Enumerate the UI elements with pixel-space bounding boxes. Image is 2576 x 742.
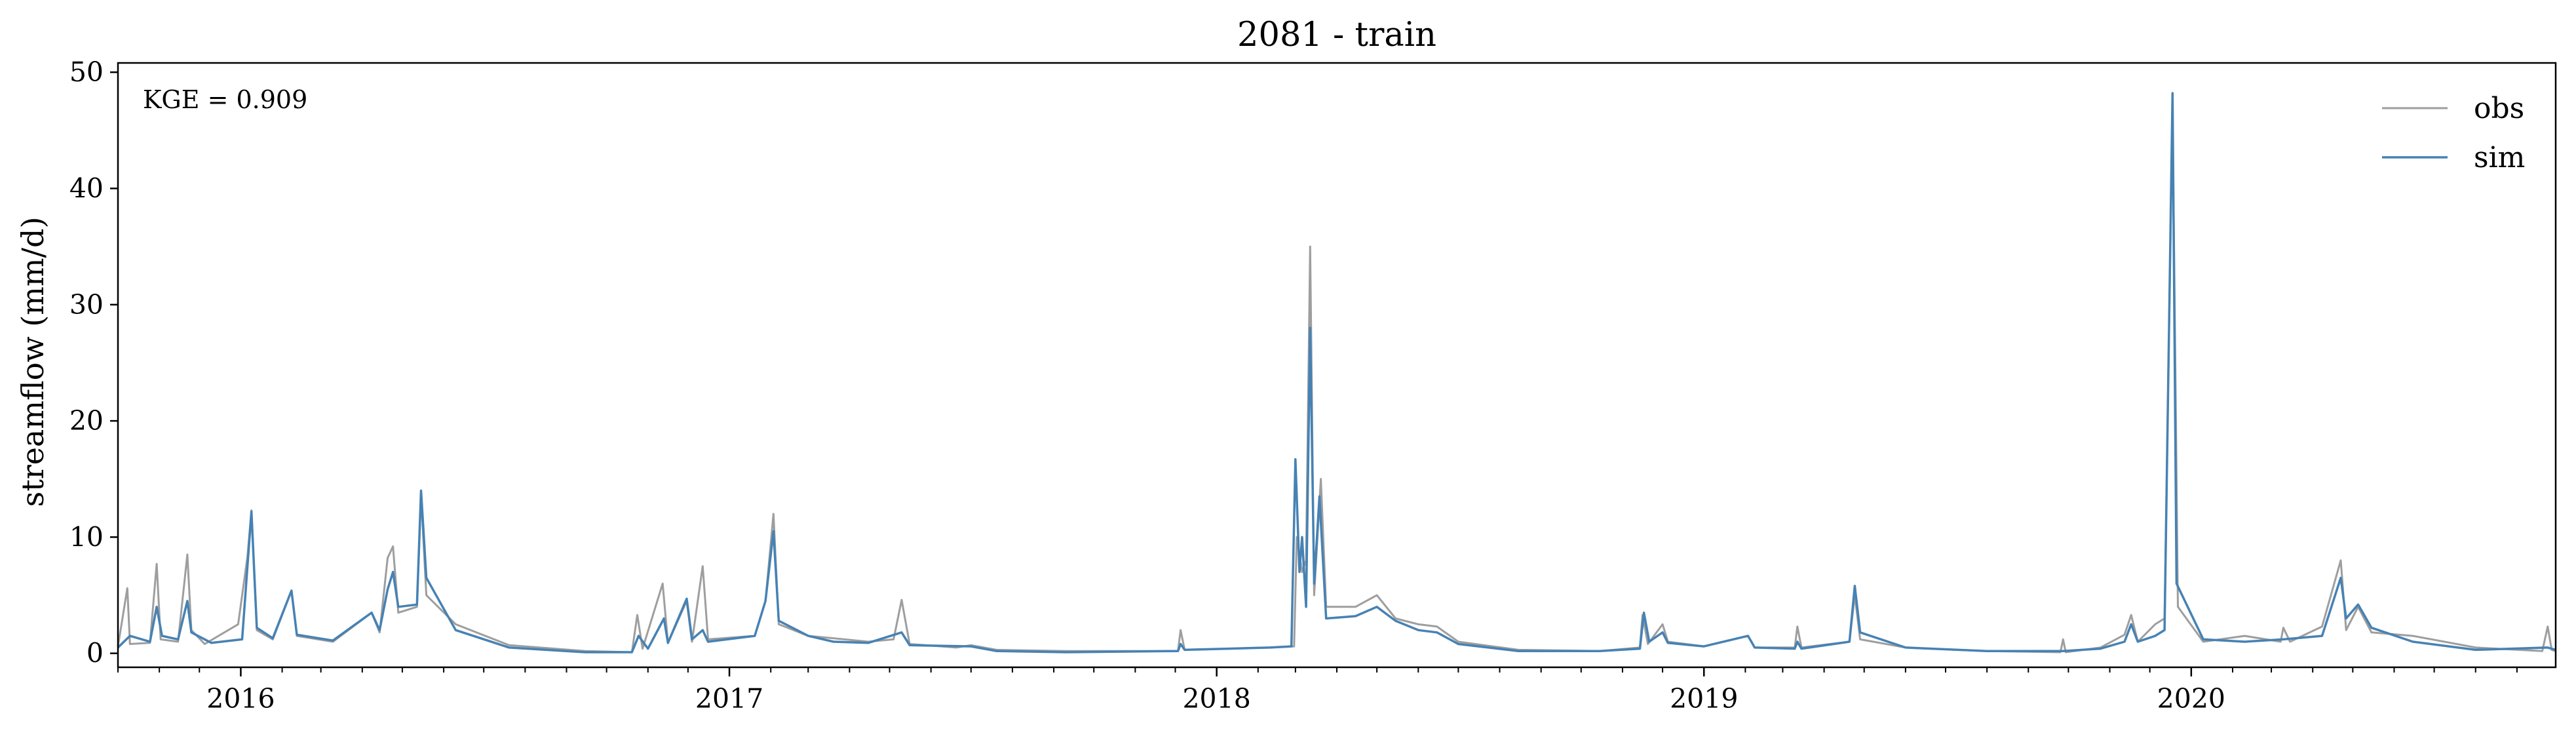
plot-frame [117,62,2557,669]
y-tick-label: 0 [87,638,104,669]
x-tick-label: 2018 [1182,683,1250,714]
sim-line [117,92,2556,654]
x-tick-label: 2016 [206,683,275,714]
y-tick-label: 30 [69,289,104,321]
plot-area [117,62,2557,669]
legend: obs sim [2382,92,2525,174]
sim-series [117,92,2556,654]
obs-line [117,106,2556,654]
x-tick-label: 2017 [695,683,763,714]
y-axis-label: streamflow (mm/d) [15,217,50,507]
x-tick-label: 2020 [2157,683,2225,714]
kge-annotation: KGE = 0.909 [143,85,307,114]
y-tick-label: 20 [69,405,104,437]
y-tick-label: 10 [69,521,104,553]
chart-title: 2081 - train [1237,16,1436,54]
y-tick-label: 40 [69,172,104,204]
legend-sim-label: sim [2474,141,2525,174]
legend-obs-label: obs [2474,92,2524,125]
obs-series [117,106,2556,654]
y-axis: 0 10 20 30 40 50 [69,56,118,669]
y-tick-label: 50 [69,56,104,88]
x-axis: 2016 2017 2018 2019 2020 [117,667,2518,714]
x-tick-label: 2019 [1670,683,1738,714]
